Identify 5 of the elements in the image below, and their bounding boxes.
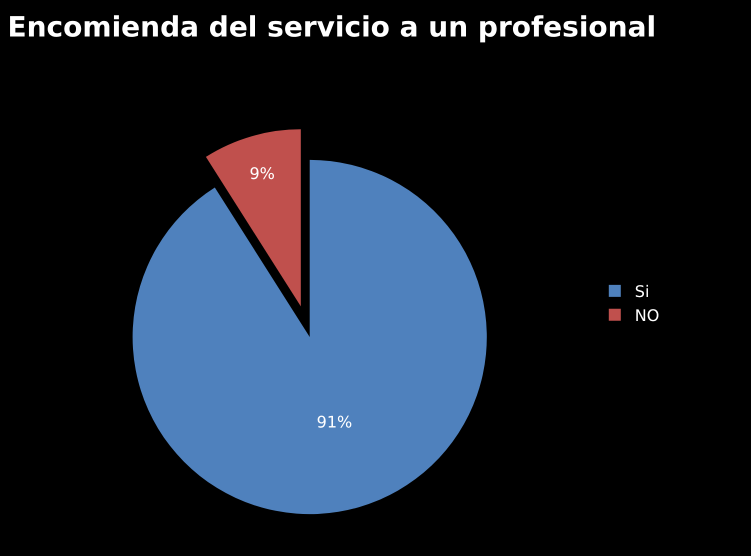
data-label: 91% [316, 412, 352, 432]
legend-label: NO [634, 306, 660, 325]
chart-title: Encomienda del servicio a un profesional [8, 10, 656, 44]
legend-label: Si [634, 282, 650, 302]
data-label: 9% [249, 164, 275, 183]
